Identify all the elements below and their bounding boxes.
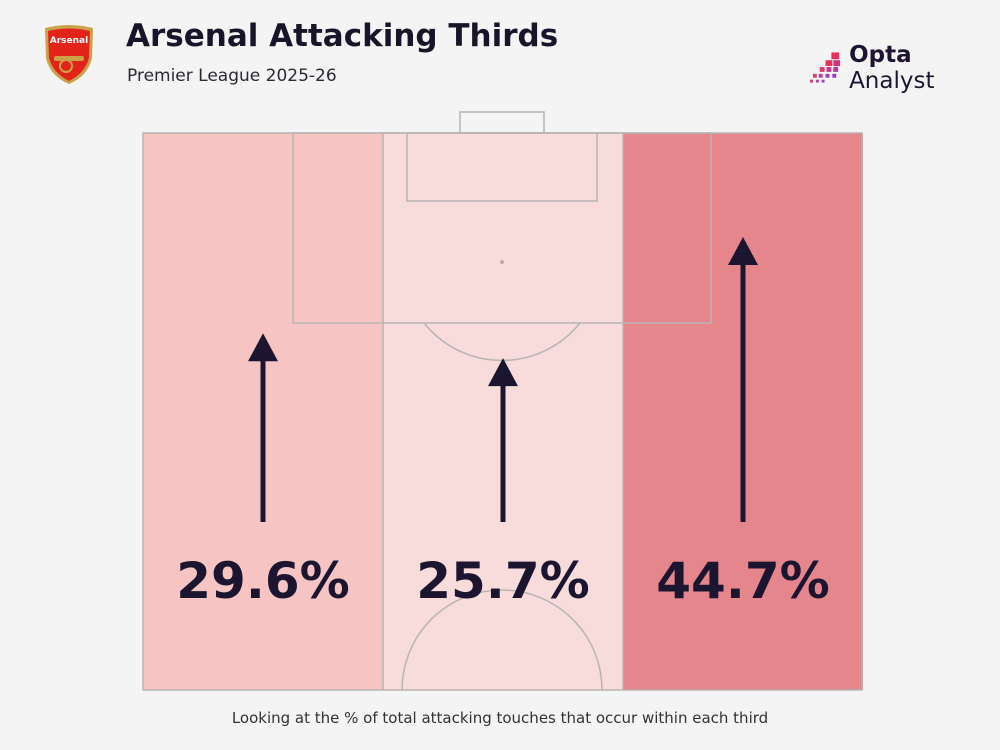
arsenal-crest: Arsenal — [42, 24, 96, 90]
percent-label: 44.7% — [656, 552, 829, 610]
pitch-markings — [142, 111, 863, 691]
arrow-head-icon — [248, 333, 278, 362]
opta-analyst-logo: Opta Analyst — [810, 42, 1000, 94]
logo-text-rest: Analyst — [849, 68, 935, 94]
logo-text-bold: Opta — [849, 42, 912, 68]
chart-caption: Looking at the % of total attacking touc… — [231, 709, 769, 727]
page-title: Arsenal Attacking Thirds — [126, 18, 559, 54]
arrow-head-icon — [488, 358, 518, 387]
penalty-spot — [500, 260, 504, 264]
svg-text:Arsenal: Arsenal — [50, 36, 88, 46]
arrow-head-icon — [728, 237, 758, 265]
centre-circle — [401, 589, 603, 691]
goal — [459, 111, 545, 134]
percent-label: 29.6% — [176, 552, 349, 610]
page-subtitle: Premier League 2025-26 — [127, 66, 337, 86]
opta-logo-icon — [810, 52, 841, 83]
percent-label: 25.7% — [416, 552, 589, 610]
